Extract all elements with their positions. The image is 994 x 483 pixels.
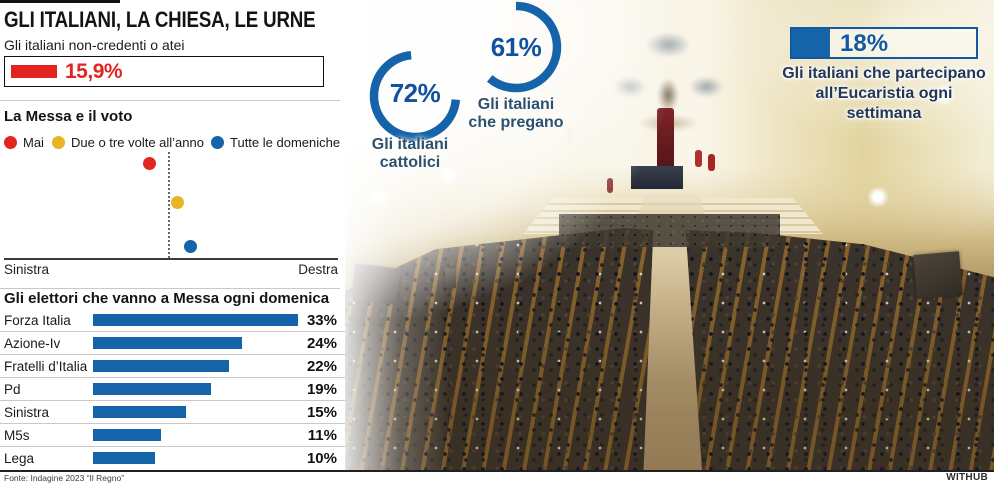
footer: Fonte: Indagine 2023 “Il Regno” WITHUB [0, 470, 994, 483]
legend-dot-yellow [52, 135, 65, 149]
non-believers-label: Gli italiani non-credenti o atei [4, 37, 185, 53]
x-axis-line [4, 258, 338, 260]
eucharist-caption: Gli italiani che partecipano all’Eucaris… [778, 64, 990, 124]
party-bar [93, 406, 186, 418]
electors-bar-chart: Forza Italia 33% Azione-Iv 24% Fratelli … [0, 309, 345, 470]
scatter-dot-due-o-tre [170, 196, 184, 209]
catholics-label: Gli italiani cattolici [345, 136, 475, 172]
table-row: Lega 10% [0, 447, 345, 470]
credit-logo: WITHUB [946, 472, 988, 483]
eucharist-bar [792, 29, 830, 57]
party-label: Pd [4, 382, 21, 397]
white-fade-topright [345, 0, 994, 470]
party-value: 24% [306, 335, 337, 352]
party-label: M5s [4, 428, 30, 443]
legend-dot-blue [211, 135, 224, 149]
party-label: Fratelli d’Italia [4, 359, 88, 374]
praying-label-line1: Gli italiani [477, 96, 555, 113]
legend-dot-red [4, 135, 17, 149]
party-bar [93, 452, 155, 464]
catholics-label-line1: Gli italiani [371, 136, 449, 153]
eucharist-caption-line1: Gli italiani che partecipano [782, 65, 986, 82]
party-label: Azione-Iv [4, 336, 61, 351]
party-value: 10% [306, 450, 337, 467]
electors-title: Gli elettori che vanno a Messa ogni dome… [4, 290, 330, 307]
party-label: Sinistra [4, 405, 50, 420]
non-believers-chart: 15,9% [4, 56, 324, 87]
center-dashed-line [168, 152, 170, 258]
party-bar [93, 429, 162, 441]
party-value: 15% [306, 404, 337, 421]
legend-label: Tutte le domeniche [230, 134, 341, 150]
catholics-value: 72% [389, 78, 441, 108]
eucharist-caption-line2: all’Eucaristia ogni settimana [815, 85, 953, 122]
top-accent-rule [0, 0, 120, 3]
legend-label: Due o tre volte all’anno [71, 134, 204, 150]
table-row: Sinistra 15% [0, 401, 345, 424]
donut-catholics [369, 50, 461, 142]
eucharist-value: 18% [840, 30, 889, 57]
praying-value: 61% [490, 32, 542, 62]
eucharist-chart: 18% [790, 27, 978, 59]
legend-item-mai: Mai [4, 134, 44, 150]
legend-item-domeniche: Tutte le domeniche [211, 134, 341, 150]
party-bar [93, 383, 211, 395]
party-bar [93, 314, 298, 326]
mass-vote-title: La Messa e il voto [4, 108, 133, 125]
table-row: Forza Italia 33% [0, 309, 345, 332]
axis-label-destra: Destra [298, 262, 338, 277]
party-value: 33% [306, 312, 337, 329]
church-photo: 72% Gli italiani cattolici 61% Gli itali… [345, 0, 994, 470]
legend-item-due-o-tre: Due o tre volte all’anno [52, 134, 204, 150]
scatter-dot-domeniche [183, 240, 197, 253]
party-bar [93, 337, 242, 349]
party-label: Lega [4, 451, 35, 466]
table-row: Pd 19% [0, 378, 345, 401]
donut-praying [470, 1, 562, 93]
legend-label: Mai [23, 134, 44, 150]
party-value: 11% [307, 427, 337, 444]
praying-label: Gli italiani che pregano [451, 96, 581, 132]
section-divider [0, 100, 340, 101]
left-panel: GLI ITALIANI, LA CHIESA, LE URNE Gli ita… [0, 0, 345, 470]
axis-label-sinistra: Sinistra [4, 262, 50, 277]
party-bar [93, 360, 230, 372]
catholics-label-line2: cattolici [379, 154, 441, 171]
party-value: 22% [306, 358, 337, 375]
source-note: Fonte: Indagine 2023 “Il Regno” [4, 473, 125, 483]
scatter-dot-mai [143, 157, 157, 170]
page-title: GLI ITALIANI, LA CHIESA, LE URNE [4, 7, 316, 32]
non-believers-value: 15,9% [65, 60, 123, 83]
non-believers-bar [11, 65, 58, 78]
party-label: Forza Italia [4, 313, 71, 328]
praying-label-line2: che pregano [468, 114, 564, 131]
section-divider [0, 288, 340, 289]
table-row: Azione-Iv 24% [0, 332, 345, 355]
party-value: 19% [306, 381, 337, 398]
table-row: M5s 11% [0, 424, 345, 447]
table-row: Fratelli d’Italia 22% [0, 355, 345, 378]
